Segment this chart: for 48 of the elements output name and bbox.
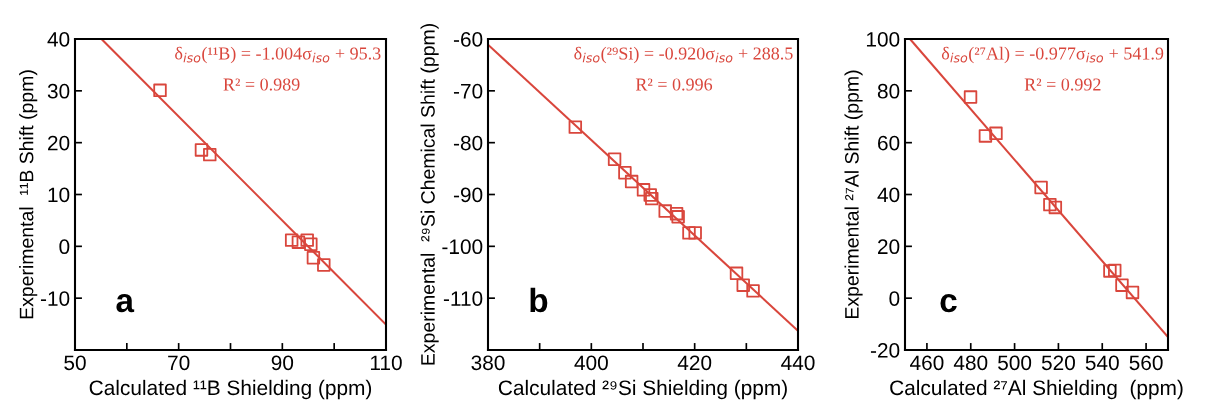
- annotation: δ$_{iso}$(²⁹Si) = -0.920σ$_{iso}$ + 288.5: [574, 46, 793, 64]
- y-tick-label: -20: [870, 343, 900, 358]
- y-tick-label: 30: [47, 83, 70, 99]
- y-tick-label: 40: [877, 187, 900, 203]
- y-tick-label: 0: [59, 239, 70, 255]
- annotation: δ$_{iso}$(¹¹B) = -1.004σ$_{iso}$ + 95.3: [175, 46, 381, 64]
- x-tick-label: 50: [64, 355, 86, 371]
- annotation: R² = 0.989: [223, 78, 300, 91]
- y-axis-title: Experimental ²⁷Al Shift (ppm): [844, 70, 863, 318]
- x-tick-label: 440: [781, 355, 815, 371]
- y-tick-label: 20: [48, 135, 70, 151]
- annotation: c: [940, 294, 957, 313]
- x-tick-label: 480: [953, 355, 988, 371]
- y-tick-label: 40: [47, 32, 70, 47]
- x-tick-label: 420: [677, 355, 712, 371]
- y-tick-label: -90: [453, 187, 483, 203]
- x-axis-title: Calculated ²⁷Al Shielding (ppm): [890, 379, 1183, 400]
- x-tick-label: 520: [1041, 355, 1075, 371]
- annotation: R² = 0.992: [1024, 78, 1101, 91]
- y-tick-label: -100: [442, 239, 483, 255]
- y-axis-title: Experimental ²⁹Si Chemical Shift (ppm): [420, 24, 439, 365]
- y-tick-label: -10: [40, 291, 70, 306]
- x-tick-label: 380: [471, 355, 505, 371]
- y-axis-title: Experimental ¹¹B Shift (ppm): [19, 70, 38, 319]
- annotation: a: [116, 294, 135, 313]
- x-tick-label: 560: [1129, 355, 1163, 371]
- y-tick-label: 10: [48, 187, 70, 203]
- y-tick-label: -80: [453, 135, 483, 151]
- annotation: R² = 0.996: [635, 78, 713, 91]
- x-tick-label: 110: [370, 355, 402, 371]
- y-tick-label: -60: [453, 32, 483, 47]
- x-tick-label: 500: [998, 355, 1032, 371]
- x-axis-title: Calculated ²⁹Si Shielding (ppm): [498, 379, 787, 400]
- y-tick-label: -70: [453, 83, 483, 99]
- x-tick-label: 460: [910, 355, 944, 371]
- x-tick-label: 90: [271, 355, 294, 371]
- y-tick-label: 20: [878, 239, 900, 255]
- y-tick-label: 0: [889, 291, 900, 306]
- x-tick-label: 540: [1085, 355, 1119, 371]
- x-axis-title: Calculated ¹¹B Shielding (ppm): [89, 379, 372, 400]
- y-tick-label: 100: [866, 32, 900, 47]
- annotation: b: [530, 287, 548, 313]
- y-tick-label: -110: [443, 291, 483, 306]
- x-tick-label: 70: [168, 355, 190, 371]
- y-tick-label: 80: [877, 83, 900, 99]
- y-tick-label: 60: [878, 135, 900, 151]
- x-tick-label: 400: [574, 355, 608, 371]
- annotation: δ$_{iso}$(²⁷Al) = -0.977σ$_{iso}$ + 541.9: [941, 46, 1164, 64]
